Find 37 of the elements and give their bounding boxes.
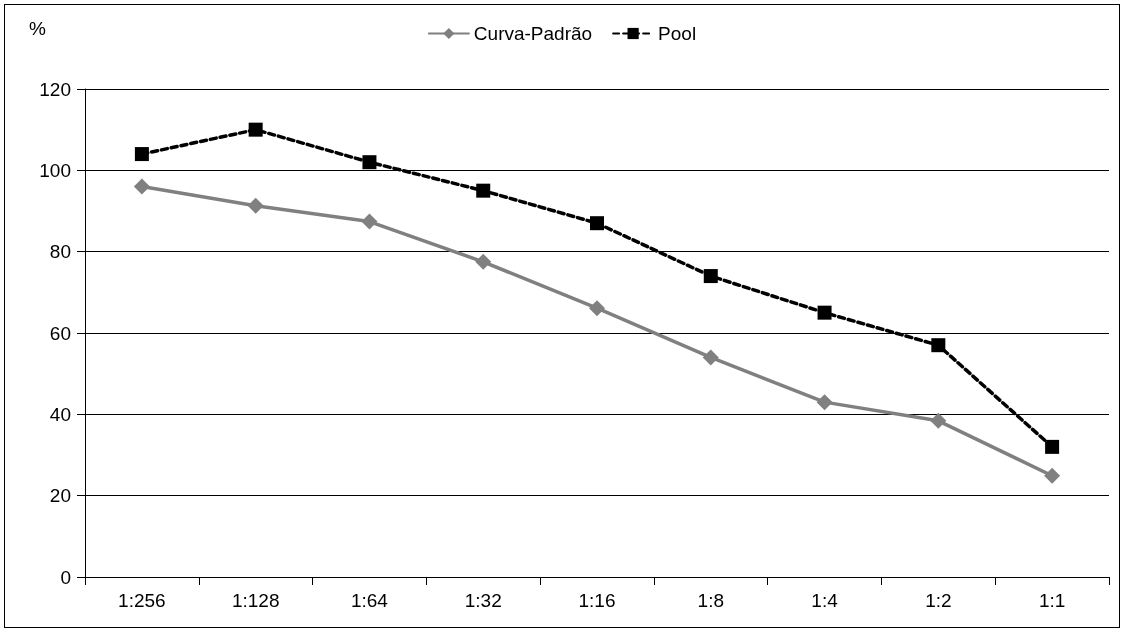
point	[475, 253, 492, 270]
y-tick-label: 20	[49, 485, 71, 507]
point	[476, 183, 491, 198]
point	[589, 300, 605, 317]
y-tick-label: 120	[39, 78, 71, 100]
point	[361, 213, 378, 230]
point	[590, 216, 604, 231]
x-tick-label: 1:128	[231, 590, 280, 611]
legend-label: Pool	[658, 23, 697, 44]
point	[930, 412, 947, 429]
x-tick-label: 1:64	[350, 590, 389, 611]
x-tick-label: 1:1	[1038, 590, 1066, 611]
y-tick-label: 80	[49, 241, 71, 263]
point	[1044, 467, 1061, 484]
x-tick-label: 1:8	[697, 590, 724, 611]
y-tick-label: 0	[60, 566, 71, 588]
x-tick-label: 1:32	[464, 590, 502, 611]
point	[134, 147, 149, 162]
point	[362, 155, 377, 170]
point	[931, 338, 946, 353]
y-tick-label: 40	[49, 403, 71, 425]
y-tick-label: 60	[49, 322, 71, 344]
y-tick-label: 100	[39, 159, 71, 181]
legend-label: Curva-Padrão	[473, 23, 593, 44]
point	[702, 349, 719, 366]
point	[703, 269, 718, 284]
point	[133, 178, 150, 195]
point	[817, 305, 832, 320]
x-tick-label: 1:16	[578, 590, 616, 611]
point	[1045, 439, 1060, 454]
x-tick-label: 1:256	[118, 590, 166, 611]
point	[248, 122, 263, 137]
x-tick-label: 1:4	[811, 590, 839, 611]
point	[816, 394, 833, 411]
point	[247, 197, 264, 214]
x-tick-label: 1:2	[925, 590, 952, 611]
y-axis-title: %	[29, 18, 46, 39]
